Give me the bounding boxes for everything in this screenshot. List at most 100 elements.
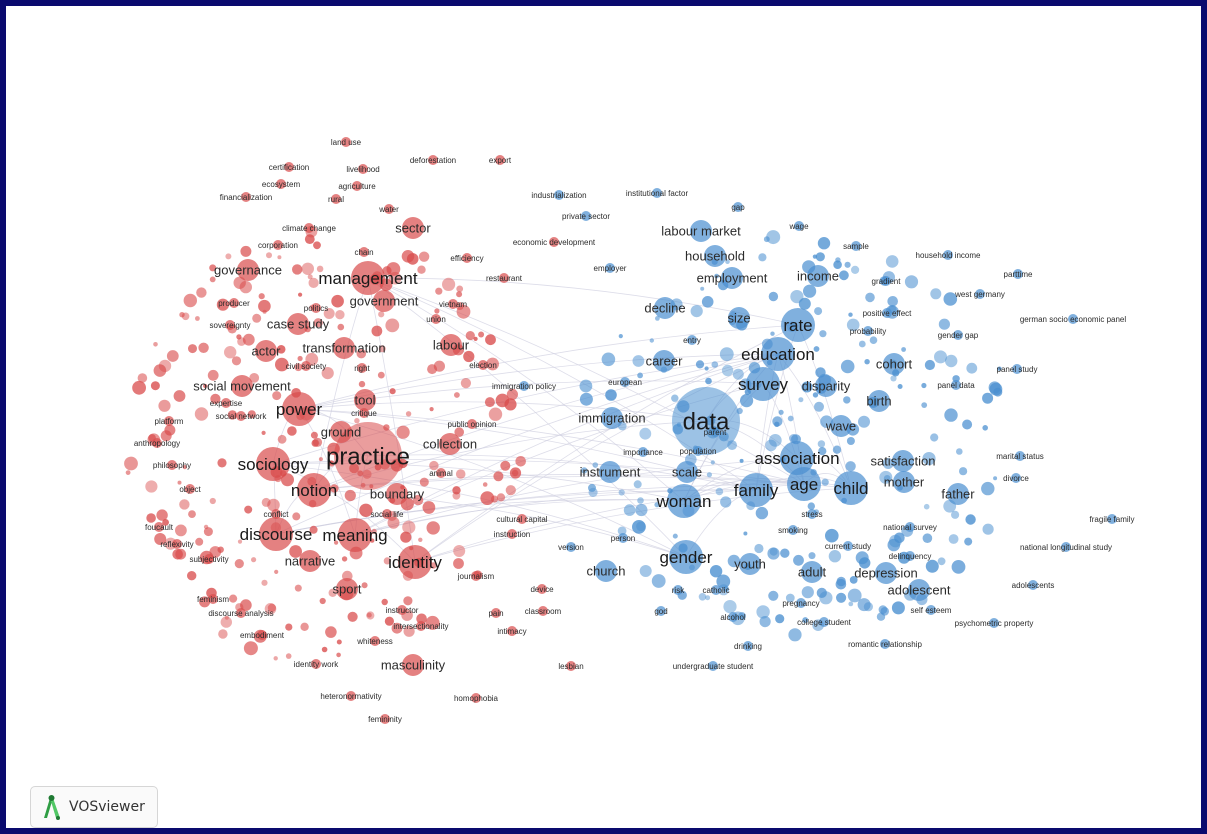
term-label-financialization[interactable]: financialization — [220, 193, 272, 202]
term-label-livelihood[interactable]: livelihood — [346, 165, 379, 174]
term-label-homophobia[interactable]: homophobia — [454, 694, 499, 703]
term-label-woman[interactable]: woman — [656, 492, 712, 511]
node-foucault[interactable] — [154, 522, 164, 532]
node-gender-gap[interactable] — [953, 330, 963, 340]
term-label-data[interactable]: data — [683, 408, 730, 435]
term-label-father[interactable]: father — [941, 487, 975, 502]
term-label-adult[interactable]: adult — [798, 565, 827, 580]
term-label-cohort[interactable]: cohort — [876, 357, 913, 372]
term-label-sample[interactable]: sample — [843, 242, 869, 251]
node-case-study[interactable] — [287, 313, 309, 335]
node-vietnam[interactable] — [448, 299, 458, 309]
term-label-vietnam[interactable]: vietnam — [439, 300, 467, 309]
node-european[interactable] — [620, 377, 630, 387]
node-wave[interactable] — [830, 415, 852, 437]
node-water[interactable] — [384, 204, 394, 214]
term-label-romantic-relationship[interactable]: romantic relationship — [848, 640, 922, 649]
node-social-life[interactable] — [382, 509, 392, 519]
term-label-conflict[interactable]: conflict — [264, 510, 290, 519]
term-label-immigration-policy[interactable]: immigration policy — [492, 382, 556, 391]
term-label-producer[interactable]: producer — [218, 299, 250, 308]
node-mother[interactable] — [893, 471, 915, 493]
node-entry[interactable] — [687, 335, 697, 345]
node-smoking[interactable] — [788, 525, 798, 535]
term-label-journalism[interactable]: journalism — [457, 572, 495, 581]
node-intersectionality[interactable] — [416, 621, 426, 631]
term-label-wave[interactable]: wave — [825, 419, 856, 434]
node-survey[interactable] — [746, 367, 780, 401]
term-label-government[interactable]: government — [350, 294, 419, 309]
node-collection[interactable] — [439, 433, 461, 455]
node-labour[interactable] — [440, 334, 462, 356]
node-agriculture[interactable] — [352, 181, 362, 191]
node-child[interactable] — [834, 471, 868, 505]
term-label-pain[interactable]: pain — [488, 609, 503, 618]
term-label-expertise[interactable]: expertise — [210, 399, 243, 408]
node-governance[interactable] — [237, 259, 259, 281]
term-label-notion[interactable]: notion — [291, 481, 337, 500]
term-label-identity[interactable]: identity — [388, 553, 442, 572]
term-label-fragile-family[interactable]: fragile family — [1090, 515, 1135, 524]
node-civil-society[interactable] — [301, 361, 311, 371]
node-parttime[interactable] — [1013, 269, 1023, 279]
node-version[interactable] — [566, 542, 576, 552]
node-cultural-capital[interactable] — [517, 514, 527, 524]
term-label-adolescent[interactable]: adolescent — [888, 583, 951, 598]
node-sovereignty[interactable] — [225, 320, 235, 330]
node-politics[interactable] — [311, 303, 321, 313]
node-chain[interactable] — [359, 247, 369, 257]
term-label-ecosystem[interactable]: ecosystem — [262, 180, 301, 189]
term-label-discourse[interactable]: discourse — [240, 525, 313, 544]
term-label-masculinity[interactable]: masculinity — [381, 658, 446, 673]
term-label-depression[interactable]: depression — [854, 566, 918, 581]
term-label-psychometric-property[interactable]: psychometric property — [955, 619, 1034, 628]
node-education[interactable] — [761, 337, 795, 371]
node-family[interactable] — [739, 473, 773, 507]
term-label-european[interactable]: european — [608, 378, 642, 387]
term-label-disparity[interactable]: disparity — [802, 379, 851, 394]
node-subjectivity[interactable] — [204, 554, 214, 564]
node-climate-change[interactable] — [304, 223, 314, 233]
term-label-sociology[interactable]: sociology — [238, 455, 309, 474]
term-label-panel-study[interactable]: panel study — [997, 365, 1038, 374]
term-label-power[interactable]: power — [276, 400, 323, 419]
term-label-wage[interactable]: wage — [788, 222, 809, 231]
term-label-instrument[interactable]: instrument — [580, 465, 641, 480]
term-label-labour[interactable]: labour — [433, 338, 470, 353]
term-label-drinking[interactable]: drinking — [734, 642, 762, 651]
node-restaurant[interactable] — [499, 273, 509, 283]
term-label-transformation[interactable]: transformation — [302, 341, 385, 356]
node-german-socio-economic-panel[interactable] — [1068, 314, 1078, 324]
term-label-pregnancy[interactable]: pregnancy — [782, 599, 819, 608]
term-label-tool[interactable]: tool — [355, 393, 376, 408]
term-label-catholic[interactable]: catholic — [702, 586, 729, 595]
term-label-water[interactable]: water — [378, 205, 399, 214]
term-label-philosophy[interactable]: philosophy — [153, 461, 191, 470]
node-career[interactable] — [653, 350, 675, 372]
term-label-stress[interactable]: stress — [801, 510, 822, 519]
term-label-classroom[interactable]: classroom — [525, 607, 562, 616]
term-label-alcohol[interactable]: alcohol — [720, 613, 746, 622]
node-producer[interactable] — [229, 298, 239, 308]
node-union[interactable] — [431, 314, 441, 324]
term-label-employer[interactable]: employer — [594, 264, 627, 273]
node-journalism[interactable] — [471, 571, 481, 581]
term-label-career[interactable]: career — [646, 354, 684, 369]
node-divorce[interactable] — [1011, 473, 1021, 483]
term-label-foucault[interactable]: foucault — [145, 523, 174, 532]
term-label-west-germany[interactable]: west germany — [954, 290, 1005, 299]
term-label-discourse-analysis[interactable]: discourse analysis — [208, 609, 273, 618]
node-income[interactable] — [807, 265, 829, 287]
node-fragile-family[interactable] — [1107, 514, 1117, 524]
node-object[interactable] — [185, 484, 195, 494]
node-household-income[interactable] — [943, 250, 953, 260]
term-label-national-longitudinal-study[interactable]: national longitudinal study — [1020, 543, 1112, 552]
node-immigration[interactable] — [601, 407, 623, 429]
term-label-person[interactable]: person — [611, 534, 635, 543]
node-public-opinion[interactable] — [467, 419, 477, 429]
node-age[interactable] — [787, 467, 821, 501]
node-wage[interactable] — [794, 221, 804, 231]
term-label-current-study[interactable]: current study — [825, 542, 871, 551]
term-label-industrialization[interactable]: industrialization — [531, 191, 586, 200]
term-label-economic-development[interactable]: economic development — [513, 238, 596, 247]
